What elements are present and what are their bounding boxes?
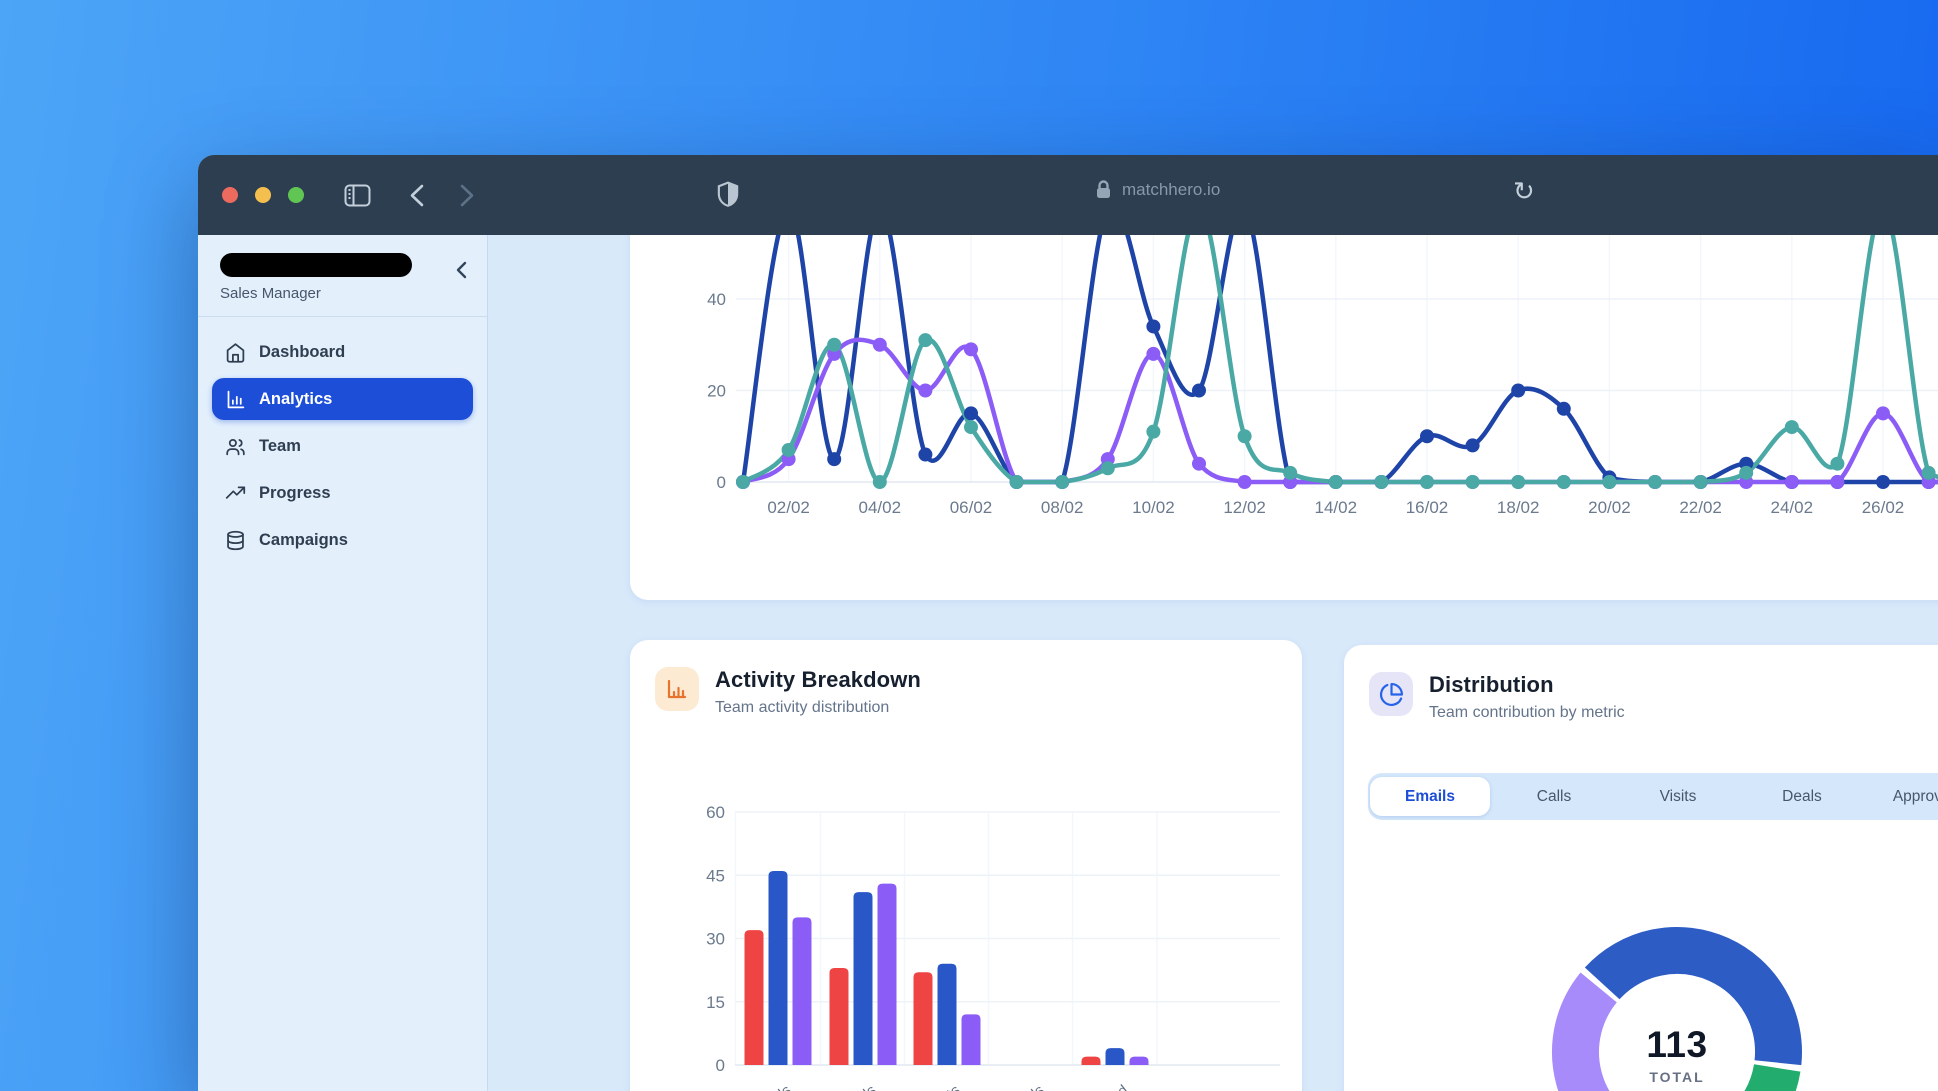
activity-bar-chart: 0 15 30 45 60 Emails Calls Visits Deals Approved <box>706 803 1280 1091</box>
sidebar-item-progress[interactable]: Progress <box>212 472 473 514</box>
donut-center-label: 113 TOTAL <box>1597 1024 1757 1085</box>
shield-icon[interactable] <box>715 181 741 209</box>
tab-approved[interactable]: Approved <box>1892 787 1938 805</box>
svg-text:60: 60 <box>706 803 725 822</box>
svg-text:06/02: 06/02 <box>950 498 993 517</box>
svg-text:Emails: Emails <box>749 1082 795 1091</box>
trend-chart-card: 0 20 40 02/02 04/02 06/02 08/02 10/02 12/02 14/02… <box>630 235 1938 600</box>
sidebar-item-label: Team <box>259 436 301 455</box>
svg-text:20/02: 20/02 <box>1588 498 1631 517</box>
zoom-window-button[interactable] <box>288 187 304 203</box>
back-button[interactable] <box>410 184 424 207</box>
sidebar-item-dashboard[interactable]: Dashboard <box>212 331 473 373</box>
forward-button[interactable] <box>460 184 474 207</box>
metric-tabs: Emails Calls Visits Deals Approved <box>1368 773 1938 820</box>
distribution-card-subtitle: Team contribution by metric <box>1429 704 1625 721</box>
svg-text:0: 0 <box>716 1056 725 1075</box>
trending-up-icon <box>225 483 246 504</box>
lock-icon <box>1097 180 1110 198</box>
svg-text:0: 0 <box>717 473 726 492</box>
svg-text:08/02: 08/02 <box>1041 498 1084 517</box>
donut-total-value: 113 <box>1646 1024 1708 1065</box>
sidebar-item-team[interactable]: Team <box>212 425 473 467</box>
tab-calls[interactable]: Calls <box>1536 787 1572 805</box>
user-block: Sales Manager <box>198 235 487 317</box>
sidebar-collapse-button[interactable] <box>455 261 467 284</box>
app-body: Sales Manager Dashboard <box>198 235 1938 1091</box>
svg-text:40: 40 <box>707 290 726 309</box>
svg-text:20: 20 <box>707 382 726 401</box>
sidebar-item-analytics[interactable]: Analytics <box>212 378 473 420</box>
sidebar-item-label: Progress <box>259 483 331 502</box>
browser-window: matchhero.io ↻ Sales Manager <box>198 155 1938 1091</box>
sidebar-nav: Dashboard Analytics <box>198 317 487 580</box>
distribution-card-title: Distribution <box>1429 672 1554 697</box>
svg-text:04/02: 04/02 <box>859 498 902 517</box>
minimize-window-button[interactable] <box>255 187 271 203</box>
svg-text:22/02: 22/02 <box>1679 498 1722 517</box>
tab-deals[interactable]: Deals <box>1782 787 1822 805</box>
url-text: matchhero.io <box>1122 180 1221 199</box>
svg-text:Calls: Calls <box>843 1082 880 1091</box>
sidebar: Sales Manager Dashboard <box>198 235 488 1091</box>
donut-total-caption: TOTAL <box>1649 1069 1705 1085</box>
sidebar-toggle-icon[interactable] <box>344 184 371 207</box>
svg-text:15: 15 <box>706 993 725 1012</box>
distribution-card: Distribution Team contribution by metric… <box>1344 645 1938 1091</box>
pie-chart-badge-icon <box>1369 672 1413 716</box>
tab-visits[interactable]: Visits <box>1659 787 1697 805</box>
svg-text:18/02: 18/02 <box>1497 498 1540 517</box>
bar-chart-badge-icon <box>655 667 699 711</box>
main-content: 0 20 40 02/02 04/02 06/02 08/02 10/02 12/02 14/02… <box>488 235 1938 1091</box>
svg-text:26/02: 26/02 <box>1862 498 1905 517</box>
activity-card-title: Activity Breakdown <box>715 667 921 692</box>
svg-text:16/02: 16/02 <box>1406 498 1449 517</box>
user-role: Sales Manager <box>220 285 321 302</box>
users-icon <box>225 436 246 457</box>
svg-text:Approved: Approved <box>1070 1082 1131 1091</box>
svg-text:24/02: 24/02 <box>1771 498 1814 517</box>
sidebar-item-label: Campaigns <box>259 530 348 549</box>
svg-text:02/02: 02/02 <box>767 498 810 517</box>
svg-text:45: 45 <box>706 866 725 885</box>
svg-text:14/02: 14/02 <box>1315 498 1358 517</box>
activity-card-subtitle: Team activity distribution <box>715 699 890 716</box>
trend-line-chart: 0 20 40 02/02 04/02 06/02 08/02 10/02 12/02 14/02… <box>707 235 1938 517</box>
activity-breakdown-card: Activity Breakdown Team activity distrib… <box>630 640 1302 1091</box>
home-icon <box>225 342 246 363</box>
svg-text:10/02: 10/02 <box>1132 498 1175 517</box>
distribution-card-header: Distribution Team contribution by metric <box>1344 645 1938 722</box>
address-bar[interactable]: matchhero.io <box>1095 179 1220 201</box>
browser-titlebar: matchhero.io ↻ <box>198 155 1938 235</box>
tab-emails[interactable]: Emails <box>1370 777 1490 816</box>
reload-icon[interactable]: ↻ <box>1513 176 1535 206</box>
svg-text:Deals: Deals <box>1007 1082 1048 1091</box>
database-icon <box>225 530 246 551</box>
svg-text:Visits: Visits <box>925 1082 964 1091</box>
activity-card-header: Activity Breakdown Team activity distrib… <box>630 640 1302 717</box>
svg-text:12/02: 12/02 <box>1223 498 1266 517</box>
sidebar-item-campaigns[interactable]: Campaigns <box>212 519 473 561</box>
user-name-redacted <box>220 253 412 277</box>
close-window-button[interactable] <box>222 187 238 203</box>
bar-chart-icon <box>225 389 246 410</box>
sidebar-item-label: Analytics <box>259 389 333 408</box>
sidebar-item-label: Dashboard <box>259 342 346 361</box>
svg-text:30: 30 <box>706 930 725 949</box>
